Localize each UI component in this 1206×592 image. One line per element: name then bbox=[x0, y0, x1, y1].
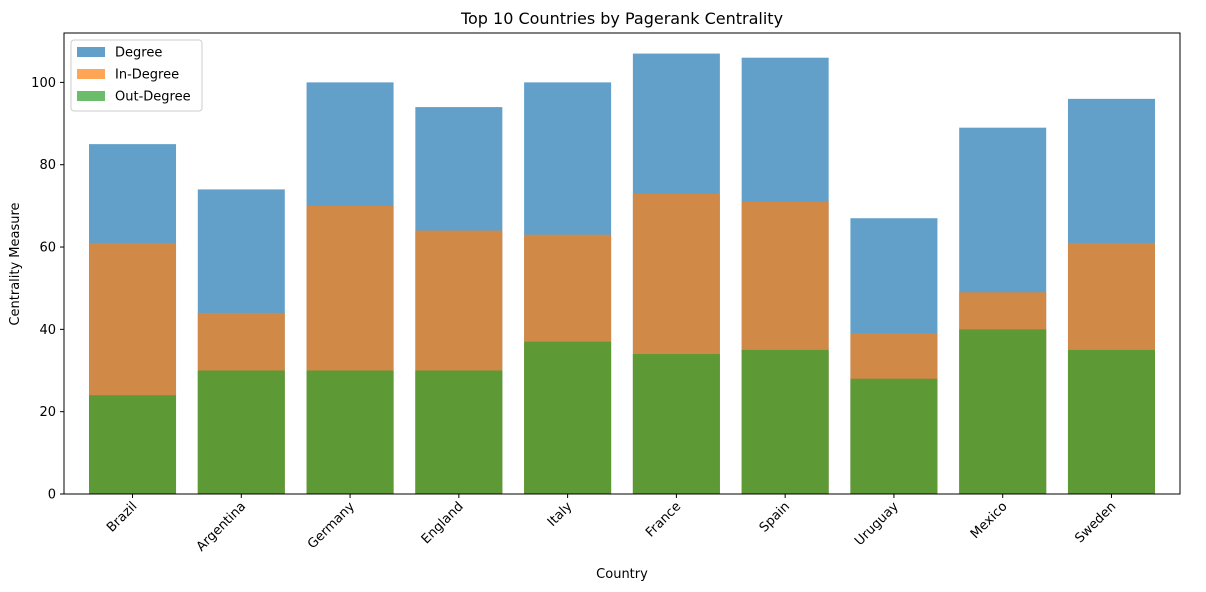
x-tick-label-sweden: Sweden bbox=[1072, 499, 1119, 546]
bar-out-degree-mexico bbox=[959, 329, 1047, 494]
bar-out-degree-germany bbox=[306, 370, 394, 494]
legend-swatch-degree bbox=[77, 47, 105, 57]
bar-out-degree-sweden bbox=[1067, 349, 1155, 494]
x-tick-label-argentina: Argentina bbox=[194, 499, 249, 554]
x-tick-label-uruguay: Uruguay bbox=[852, 499, 902, 549]
y-tick-label: 100 bbox=[31, 76, 56, 91]
x-tick-label-france: France bbox=[643, 499, 684, 540]
x-tick-label-england: England bbox=[419, 499, 467, 547]
y-tick-label: 60 bbox=[39, 241, 56, 256]
y-axis-label: Centrality Measure bbox=[8, 202, 23, 325]
plot-frame bbox=[63, 32, 1181, 495]
x-tick-label-brazil: Brazil bbox=[104, 499, 140, 535]
x-axis-label: Country bbox=[596, 567, 648, 582]
x-tick-label-spain: Spain bbox=[757, 499, 793, 535]
bar-out-degree-spain bbox=[741, 349, 829, 494]
legend-label-in-degree: In-Degree bbox=[115, 68, 179, 83]
bar-out-degree-uruguay bbox=[850, 378, 938, 494]
chart-title: Top 10 Countries by Pagerank Centrality bbox=[460, 9, 783, 28]
bar-out-degree-england bbox=[415, 370, 503, 494]
bar-out-degree-france bbox=[632, 354, 720, 494]
x-tick-label-germany: Germany bbox=[305, 499, 358, 552]
y-tick-label: 20 bbox=[39, 405, 56, 420]
legend-label-degree: Degree bbox=[115, 46, 162, 61]
legend-swatch-out-degree bbox=[77, 91, 105, 101]
bars-group bbox=[89, 53, 1155, 495]
bar-out-degree-brazil bbox=[89, 395, 177, 494]
x-tick-label-mexico: Mexico bbox=[968, 499, 1011, 542]
bar-out-degree-argentina bbox=[197, 370, 285, 494]
y-tick-label: 40 bbox=[39, 323, 56, 338]
bar-out-degree-italy bbox=[524, 341, 612, 494]
legend: Degree In-Degree Out-Degree bbox=[70, 39, 203, 112]
y-tick-label: 80 bbox=[39, 158, 56, 173]
y-tick-label: 0 bbox=[48, 488, 56, 503]
legend-label-out-degree: Out-Degree bbox=[115, 90, 191, 105]
legend-swatch-in-degree bbox=[77, 69, 105, 79]
x-tick-label-italy: Italy bbox=[545, 499, 576, 530]
